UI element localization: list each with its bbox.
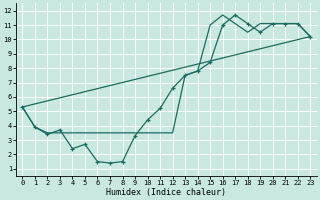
X-axis label: Humidex (Indice chaleur): Humidex (Indice chaleur): [106, 188, 226, 197]
